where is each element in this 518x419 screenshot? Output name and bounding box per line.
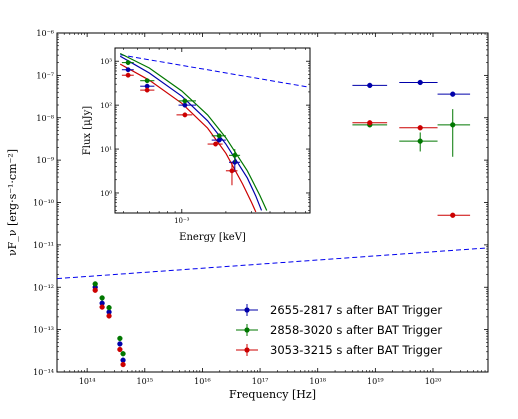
inset-data-point [182,102,188,108]
inset-plot-frame [114,47,311,214]
inset-data-point [125,60,131,66]
inset-data-point [216,133,222,139]
inset-model-curve [119,52,268,211]
inset-data-point [182,98,188,104]
main-data-point [92,281,98,287]
inset-y-tick-label: 10² [100,102,112,110]
main-data-point [450,122,456,128]
inset-data-point [125,67,131,73]
main-data-point [450,91,456,97]
main-y-tick-label: 10⁻¹⁴ [33,368,54,377]
main-data-point [417,79,423,86]
main-x-tick-label: 10¹⁴ [79,377,96,386]
main-y-tick-label: 10⁻¹³ [33,326,54,335]
inset-y-tick-label: 10¹ [100,146,112,154]
main-data-point [367,82,373,89]
main-data-point [417,125,423,131]
inset-y-tick-label: 10⁰ [100,190,112,198]
main-y-tick-label: 10⁻⁹ [36,156,54,165]
main-data-point [450,212,456,218]
main-x-tick-label: 10¹⁵ [136,377,153,386]
main-data-point [120,361,126,368]
inset-y-axis-label: Flux [μJy] [82,106,93,155]
main-y-tick-label: 10⁻¹⁰ [33,199,54,208]
main-y-tick-label: 10⁻⁸ [36,114,54,123]
inset-data-point [125,72,131,78]
main-data-point [106,305,112,311]
main-x-tick-label: 10²⁰ [425,377,442,386]
legend-marker [244,327,250,333]
inset-data-point [213,141,219,147]
main-data-point [367,120,373,126]
inset-data-point [144,78,150,84]
legend-label: 3053-3215 s after BAT Trigger [270,343,442,357]
main-data-point [99,295,105,301]
inset-x-axis-label: Energy [keV] [179,232,246,243]
main-data-point [117,335,123,342]
main-x-tick-label: 10¹⁹ [367,377,384,386]
inset-data-point [216,137,222,143]
main-y-tick-label: 10⁻⁶ [36,29,54,38]
main-y-tick-label: 10⁻⁷ [36,71,54,80]
main-plot-area [57,79,488,368]
main-y-tick-label: 10⁻¹¹ [33,241,54,250]
inset-data-point [144,87,150,93]
main-x-tick-label: 10¹⁷ [252,377,269,386]
main-data-point [117,341,123,347]
legend-label: 2655-2817 s after BAT Trigger [270,303,442,317]
main-data-point [417,138,423,144]
inset-x-tick-label: 10⁻³ [174,217,190,225]
main-data-point [92,287,98,293]
main-data-point [99,304,105,310]
main-data-point [120,351,126,357]
main-y-tick-label: 10⁻¹² [33,283,54,292]
main-x-tick-label: 10¹⁶ [194,377,211,386]
main-data-point [117,346,123,353]
main-x-tick-label: 10¹⁸ [309,377,326,386]
inset-model-curve [119,55,263,211]
main-y-axis-label: νF_ν [erg·s⁻¹·cm⁻²] [6,149,19,256]
inset-model-curve [119,63,257,213]
main-model-line [57,247,488,280]
legend-marker [244,307,250,313]
inset-y-tick-label: 10³ [100,58,112,66]
main-data-point [120,357,126,363]
inset-data-point [229,168,235,174]
main-x-axis-label: Frequency [Hz] [229,388,316,401]
main-data-point [106,313,112,319]
legend-label: 2858-3020 s after BAT Trigger [270,323,442,337]
inset-plot-area [119,52,308,213]
inset-data-point [232,152,238,158]
inset-data-point [182,112,188,118]
legend-marker [244,347,250,353]
